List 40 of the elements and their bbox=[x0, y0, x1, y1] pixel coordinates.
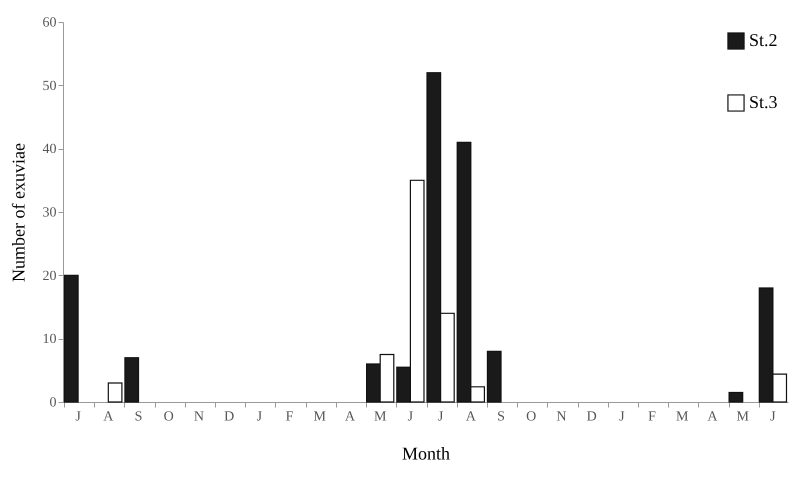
x-tick-label: M bbox=[736, 410, 750, 424]
x-tick-label: J bbox=[438, 410, 444, 424]
x-tick-label: O bbox=[526, 410, 536, 424]
x-axis-title: Month bbox=[402, 444, 450, 464]
x-tick-label: D bbox=[586, 410, 597, 424]
bar bbox=[64, 274, 79, 403]
x-tick-label: A bbox=[344, 410, 356, 424]
legend-label: St.2 bbox=[749, 30, 778, 50]
bar bbox=[486, 350, 502, 403]
bar bbox=[108, 382, 123, 403]
x-tick-label: M bbox=[374, 410, 387, 424]
x-tick-label: F bbox=[648, 410, 656, 424]
x-tick-label: M bbox=[314, 410, 327, 424]
x-tick-label: S bbox=[497, 410, 505, 424]
y-tick-label: 30 bbox=[42, 206, 56, 220]
x-tick-label: J bbox=[75, 410, 82, 424]
y-tick-label: 20 bbox=[42, 268, 56, 284]
bar bbox=[728, 392, 744, 403]
y-tick-label: 0 bbox=[50, 396, 56, 410]
x-tick-label: J bbox=[256, 410, 263, 424]
x-tick-label: F bbox=[286, 410, 294, 424]
x-tick-label: S bbox=[134, 410, 142, 424]
x-tick-label: O bbox=[164, 410, 174, 424]
x-tick-label: A bbox=[707, 410, 718, 424]
x-tick-label: J bbox=[770, 410, 776, 424]
x-tick-label: M bbox=[676, 410, 690, 424]
x-tick-label: A bbox=[466, 410, 477, 424]
legend-label: St.3 bbox=[749, 92, 778, 112]
x-tick-label: N bbox=[194, 410, 204, 424]
x-tick-label: J bbox=[619, 410, 626, 424]
x-tick-label: A bbox=[103, 410, 114, 424]
y-tick-label: 40 bbox=[42, 142, 56, 158]
x-tick-label: J bbox=[408, 410, 414, 424]
y-tick-label: 60 bbox=[42, 16, 56, 30]
y-tick-label: 50 bbox=[42, 78, 56, 94]
y-axis-title: Number of exuviae bbox=[8, 143, 28, 282]
x-tick-label: D bbox=[224, 410, 234, 424]
y-tick-label: 10 bbox=[42, 332, 56, 348]
bar bbox=[124, 357, 140, 403]
x-tick-label: N bbox=[556, 410, 566, 424]
